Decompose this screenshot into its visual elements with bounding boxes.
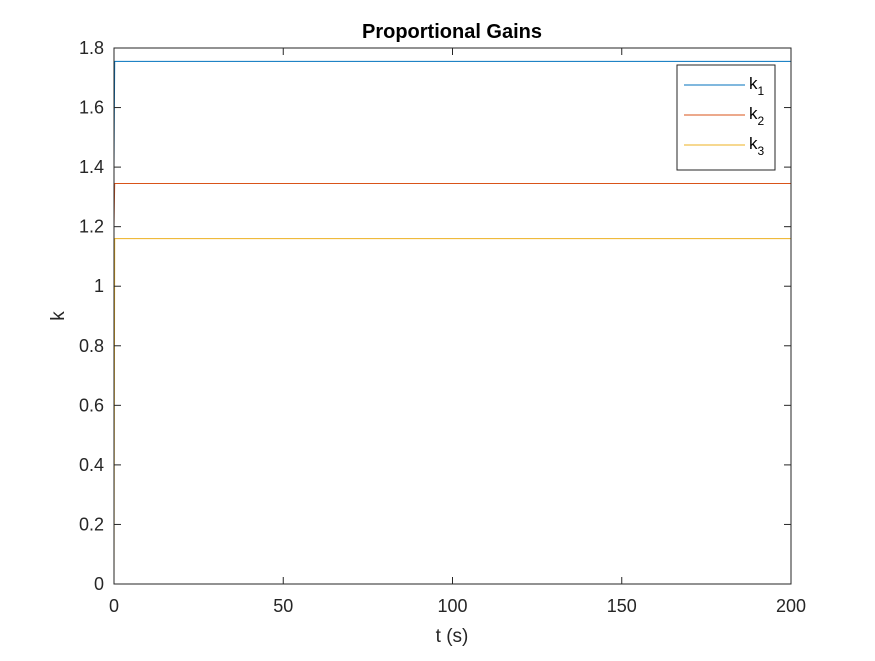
y-tick-label: 0.4	[79, 455, 104, 475]
x-tick-label: 0	[109, 596, 119, 616]
y-tick-label: 0.6	[79, 395, 104, 415]
series-line-3	[113, 238, 791, 585]
legend-label: k2	[749, 104, 765, 128]
y-tick-label: 1.8	[79, 38, 104, 58]
y-tick-label: 1.4	[79, 157, 104, 177]
legend: k1 k2 k3	[676, 64, 776, 171]
legend-box	[676, 64, 776, 171]
y-tick-label: 1.6	[79, 98, 104, 118]
series-line-2	[113, 183, 791, 227]
x-tick-label: 50	[273, 596, 293, 616]
y-tick-label: 1.2	[79, 217, 104, 237]
legend-label: k3	[749, 134, 765, 158]
x-tick-label: 200	[776, 596, 806, 616]
x-axis-label: t (s)	[436, 626, 469, 647]
chart-title: Proportional Gains	[362, 21, 542, 43]
y-tick-label: 1	[94, 276, 104, 296]
y-tick-label: 0.2	[79, 514, 104, 534]
x-tick-label: 100	[437, 596, 467, 616]
y-tick-label: 0.8	[79, 336, 104, 356]
x-tick-label: 150	[607, 596, 637, 616]
plot-area: 0 50 100 150 200 0 0.2 0.4 0.6 0.8 1 1.2 1.4 1.6 1.8	[79, 38, 806, 616]
y-tick-label: 0	[94, 574, 104, 594]
legend-label: k1	[749, 74, 765, 98]
y-axis-label: k	[48, 311, 69, 321]
